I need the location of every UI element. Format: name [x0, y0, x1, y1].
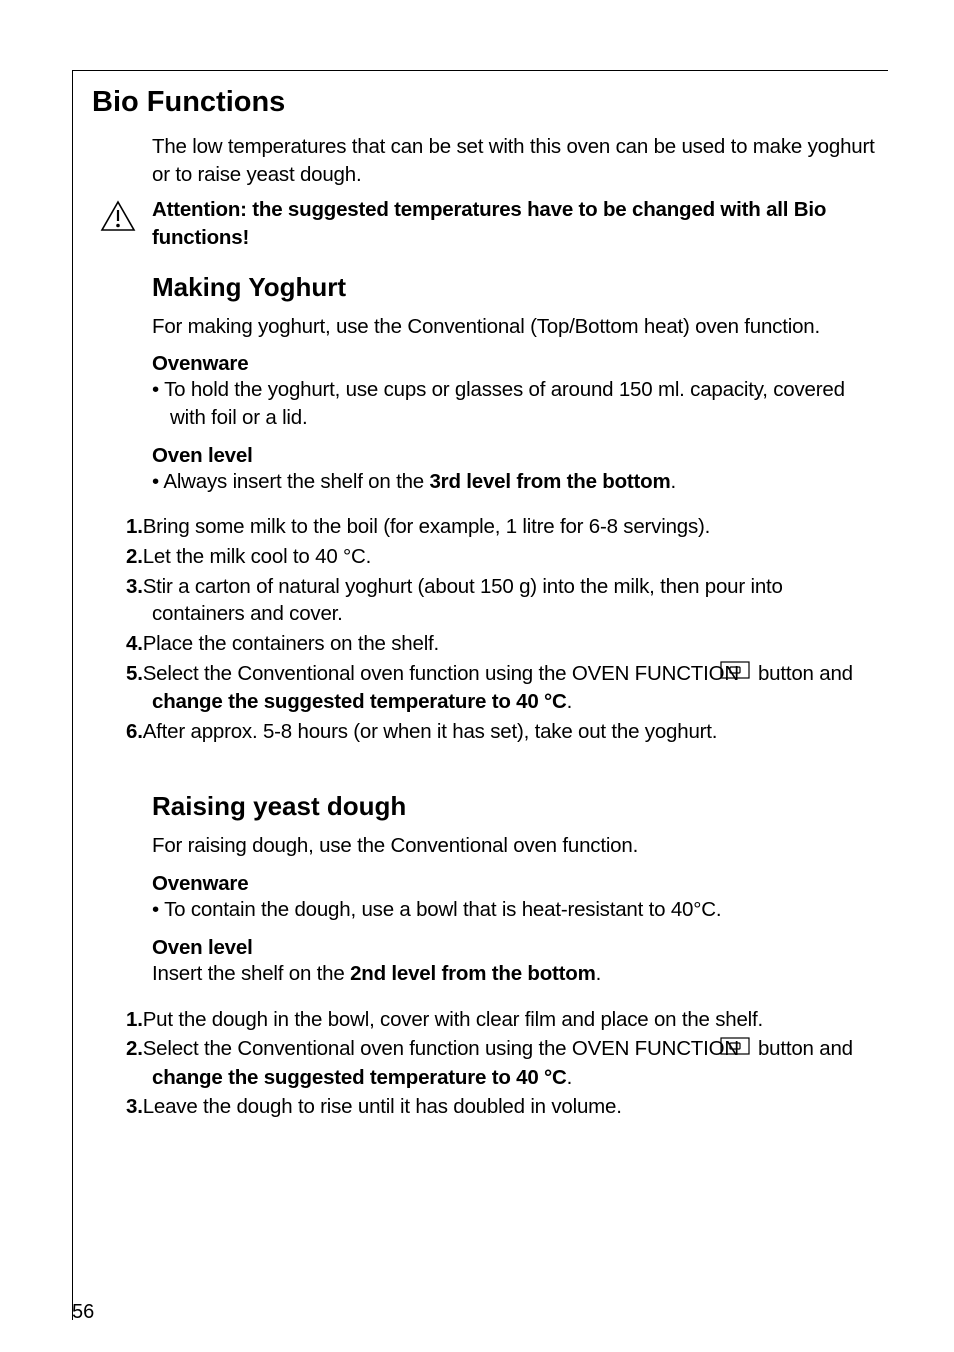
ovenlevel-bold: 3rd level from the bottom — [429, 470, 670, 493]
ovenware-label: Ovenware — [152, 352, 880, 376]
step-suffix: . — [567, 690, 573, 713]
warning-row: Attention: the suggested temperatures ha… — [92, 196, 880, 251]
dough-ovenlevel-suffix: . — [596, 962, 602, 985]
ovenlevel-suffix: . — [671, 470, 677, 493]
step-num: 1. — [126, 1008, 143, 1031]
step-num: 3. — [126, 575, 143, 598]
step-4: 4.Place the containers on the shelf. — [126, 630, 880, 658]
ovenlevel-prefix: • Always insert the shelf on the — [152, 470, 429, 493]
step-bold: change the suggested temperature to 40 °… — [152, 1066, 567, 1089]
step-num: 1. — [126, 515, 143, 538]
oven-function-icon — [746, 660, 750, 688]
step-5: 5.Select the Conventional oven function … — [126, 660, 880, 716]
dough-step-2: 2.Select the Conventional oven function … — [126, 1035, 880, 1091]
step-num: 2. — [126, 1037, 143, 1060]
step-prefix: Select the Conventional oven function us… — [143, 662, 745, 685]
dough-ovenlevel-label: Oven level — [152, 936, 880, 960]
intro-text: The low temperatures that can be set wit… — [152, 133, 880, 188]
yoghurt-intro: For making yoghurt, use the Conventional… — [152, 313, 880, 341]
step-bold: change the suggested temperature to 40 °… — [152, 690, 567, 713]
step-mid: button and — [752, 662, 852, 685]
ovenware-bullet: • To hold the yoghurt, use cups or glass… — [152, 376, 880, 431]
warning-icon — [100, 200, 140, 237]
step-text: Bring some milk to the boil (for example… — [143, 515, 710, 538]
step-3: 3.Stir a carton of natural yoghurt (abou… — [126, 573, 880, 628]
page-content: Bio Functions The low temperatures that … — [92, 86, 880, 1123]
step-text: Put the dough in the bowl, cover with cl… — [143, 1008, 763, 1031]
step-text: Place the containers on the shelf. — [143, 632, 439, 655]
dough-ovenware-label: Ovenware — [152, 872, 880, 896]
step-text: Leave the dough to rise until it has dou… — [143, 1095, 622, 1118]
dough-intro: For raising dough, use the Conventional … — [152, 832, 880, 860]
step-text: Stir a carton of natural yoghurt (about … — [143, 575, 783, 626]
dough-ovenlevel-bold: 2nd level from the bottom — [350, 962, 596, 985]
ovenlevel-bullet: • Always insert the shelf on the 3rd lev… — [152, 468, 880, 496]
step-num: 3. — [126, 1095, 143, 1118]
heading-making-yoghurt: Making Yoghurt — [152, 272, 880, 303]
dough-step-1: 1.Put the dough in the bowl, cover with … — [126, 1006, 880, 1034]
step-suffix: . — [567, 1066, 573, 1089]
warning-text: Attention: the suggested temperatures ha… — [152, 196, 880, 251]
step-text: After approx. 5-8 hours (or when it has … — [143, 720, 718, 743]
step-6: 6.After approx. 5-8 hours (or when it ha… — [126, 718, 880, 746]
dough-steps: 1.Put the dough in the bowl, cover with … — [92, 1006, 880, 1121]
step-text: Let the milk cool to 40 °C. — [143, 545, 371, 568]
dough-step-3: 3.Leave the dough to rise until it has d… — [126, 1093, 880, 1121]
page-number: 56 — [72, 1301, 94, 1324]
dough-ovenlevel-prefix: Insert the shelf on the — [152, 962, 350, 985]
step-num: 6. — [126, 720, 143, 743]
step-prefix: Select the Conventional oven function us… — [143, 1037, 745, 1060]
heading-raising-dough: Raising yeast dough — [152, 791, 880, 822]
ovenlevel-label: Oven level — [152, 444, 880, 468]
step-num: 2. — [126, 545, 143, 568]
heading-bio-functions: Bio Functions — [92, 86, 880, 119]
yoghurt-steps: 1.Bring some milk to the boil (for examp… — [92, 513, 880, 745]
step-num: 5. — [126, 662, 143, 685]
dough-ovenware-bullet: • To contain the dough, use a bowl that … — [152, 896, 880, 924]
step-num: 4. — [126, 632, 143, 655]
step-2: 2.Let the milk cool to 40 °C. — [126, 543, 880, 571]
step-1: 1.Bring some milk to the boil (for examp… — [126, 513, 880, 541]
step-mid: button and — [752, 1037, 852, 1060]
dough-ovenlevel-text: Insert the shelf on the 2nd level from t… — [152, 960, 880, 988]
oven-function-icon — [746, 1036, 750, 1064]
